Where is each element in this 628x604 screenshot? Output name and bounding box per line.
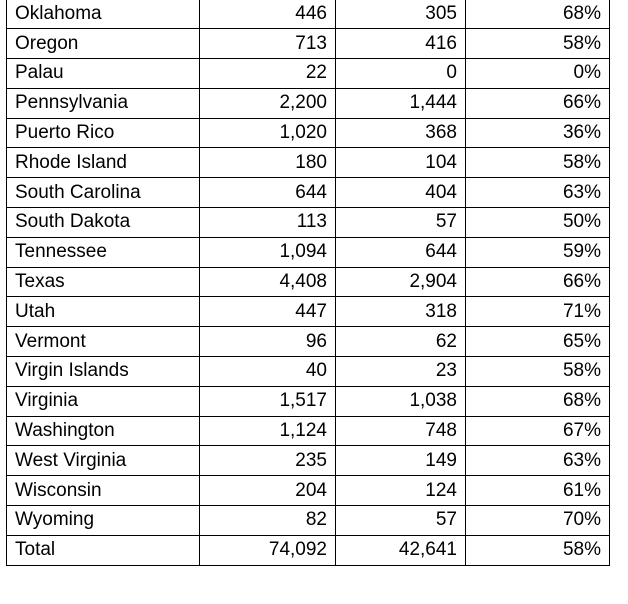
table-cell: 2,200: [199, 87, 336, 119]
table-cell: 447: [199, 296, 336, 328]
table-row: Puerto Rico 1,020 368 36%: [6, 117, 610, 149]
row-label: Virgin Islands: [6, 356, 200, 387]
table-cell: 113: [199, 207, 336, 238]
table-cell: 74,092: [199, 534, 336, 566]
table-row: Virginia 1,517 1,038 68%: [6, 385, 610, 417]
table-cell: 180: [199, 147, 336, 179]
table-cell: 63%: [465, 445, 610, 477]
table-cell: 40: [199, 356, 336, 387]
table-cell: 1,124: [199, 415, 336, 447]
table-cell: 50%: [465, 207, 610, 238]
table-cell: 713: [199, 28, 336, 60]
table-cell: 71%: [465, 296, 610, 328]
row-label: Utah: [6, 296, 200, 328]
row-label: Wisconsin: [6, 475, 200, 507]
table-cell: 70%: [465, 505, 610, 536]
table-cell: 446: [199, 0, 336, 30]
table-cell: 66%: [465, 87, 610, 119]
table-cell: 23: [335, 356, 466, 387]
table-cell: 149: [335, 445, 466, 477]
table-cell: 82: [199, 505, 336, 536]
table-row: Oregon 713 416 58%: [6, 28, 610, 60]
table-cell: 416: [335, 28, 466, 60]
row-label: Rhode Island: [6, 147, 200, 179]
row-label: South Dakota: [6, 207, 200, 238]
row-label: South Carolina: [6, 177, 200, 209]
table-row: Texas 4,408 2,904 66%: [6, 266, 610, 298]
table-cell: 0%: [465, 58, 610, 89]
table-cell: 58%: [465, 147, 610, 179]
table-row: Pennsylvania 2,200 1,444 66%: [6, 87, 610, 119]
data-table: Oklahoma 446 305 68% Oregon 713 416 58% Palau 22 0…: [6, 0, 610, 566]
table-cell: 58%: [465, 534, 610, 566]
table-row: Vermont 96 62 65%: [6, 326, 610, 358]
table-cell: 124: [335, 475, 466, 507]
table-cell: 0: [335, 58, 466, 89]
table-cell: 644: [335, 236, 466, 268]
table-row: South Carolina 644 404 63%: [6, 177, 610, 209]
row-label: Puerto Rico: [6, 117, 200, 149]
table-row: Virgin Islands 40 23 58%: [6, 356, 610, 387]
table-cell: 4,408: [199, 266, 336, 298]
table-row: Washington 1,124 748 67%: [6, 415, 610, 447]
table-row: Wisconsin 204 124 61%: [6, 475, 610, 507]
table-cell: 61%: [465, 475, 610, 507]
table-cell: 42,641: [335, 534, 466, 566]
table-cell: 68%: [465, 385, 610, 417]
table-cell: 66%: [465, 266, 610, 298]
table-cell: 1,038: [335, 385, 466, 417]
table-cell: 1,094: [199, 236, 336, 268]
row-label: Pennsylvania: [6, 87, 200, 119]
table-cell: 318: [335, 296, 466, 328]
table-cell: 57: [335, 207, 466, 238]
row-label: Total: [6, 534, 200, 566]
table-cell: 404: [335, 177, 466, 209]
table-cell: 104: [335, 147, 466, 179]
table-row: West Virginia 235 149 63%: [6, 445, 610, 477]
table-cell: 57: [335, 505, 466, 536]
row-label: Vermont: [6, 326, 200, 358]
row-label: Virginia: [6, 385, 200, 417]
table-container: Oklahoma 446 305 68% Oregon 713 416 58% Palau 22 0…: [6, 0, 610, 566]
row-label: Texas: [6, 266, 200, 298]
table-cell: 22: [199, 58, 336, 89]
table-cell: 644: [199, 177, 336, 209]
table-cell: 67%: [465, 415, 610, 447]
table-cell: 2,904: [335, 266, 466, 298]
table-cell: 96: [199, 326, 336, 358]
table-cell: 1,020: [199, 117, 336, 149]
table-cell: 62: [335, 326, 466, 358]
table-row: Rhode Island 180 104 58%: [6, 147, 610, 179]
table-cell: 305: [335, 0, 466, 30]
table-row: Wyoming 82 57 70%: [6, 505, 610, 536]
table-cell: 235: [199, 445, 336, 477]
table-cell: 1,444: [335, 87, 466, 119]
row-label: Wyoming: [6, 505, 200, 536]
table-cell: 36%: [465, 117, 610, 149]
table-cell: 63%: [465, 177, 610, 209]
table-row: South Dakota 113 57 50%: [6, 207, 610, 238]
table-row: Tennessee 1,094 644 59%: [6, 236, 610, 268]
table-cell: 65%: [465, 326, 610, 358]
table-cell: 58%: [465, 28, 610, 60]
table-row: Utah 447 318 71%: [6, 296, 610, 328]
table-row: Oklahoma 446 305 68%: [6, 0, 610, 30]
table-cell: 748: [335, 415, 466, 447]
table-cell: 368: [335, 117, 466, 149]
row-label: Oregon: [6, 28, 200, 60]
row-label: Washington: [6, 415, 200, 447]
row-label: Tennessee: [6, 236, 200, 268]
row-label: Oklahoma: [6, 0, 200, 30]
table-cell: 1,517: [199, 385, 336, 417]
table-row: Total 74,092 42,641 58%: [6, 534, 610, 566]
row-label: Palau: [6, 58, 200, 89]
table-cell: 58%: [465, 356, 610, 387]
table-body: Oklahoma 446 305 68% Oregon 713 416 58% Palau 22 0…: [6, 0, 610, 566]
table-cell: 68%: [465, 0, 610, 30]
table-cell: 204: [199, 475, 336, 507]
row-label: West Virginia: [6, 445, 200, 477]
table-row: Palau 22 0 0%: [6, 58, 610, 89]
table-cell: 59%: [465, 236, 610, 268]
